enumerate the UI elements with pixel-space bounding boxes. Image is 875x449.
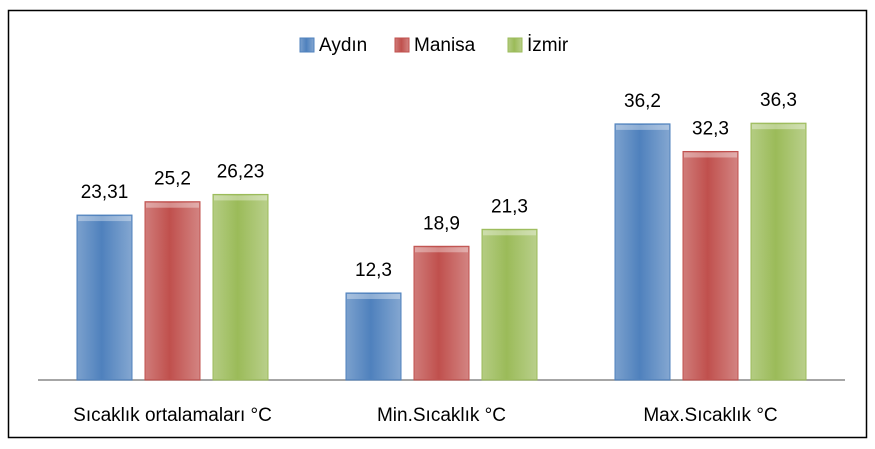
bar	[481, 228, 538, 381]
data-label: 36,3	[760, 90, 797, 111]
bar-highlight	[78, 216, 131, 222]
data-label: 25,2	[154, 169, 191, 190]
bar	[345, 292, 402, 381]
data-label: 18,9	[423, 213, 460, 234]
data-label: 36,2	[624, 91, 661, 112]
bar	[212, 193, 269, 381]
bar	[76, 214, 133, 381]
legend-swatch	[394, 37, 410, 53]
bar-highlight	[616, 124, 669, 130]
bar	[750, 122, 807, 381]
legend-label: İzmir	[527, 35, 569, 56]
bar	[144, 201, 201, 381]
x-tick-label: Min.Sıcaklık °C	[377, 405, 506, 426]
bar-highlight	[214, 195, 267, 201]
bar-highlight	[146, 202, 199, 208]
bar	[614, 123, 671, 381]
bar	[413, 245, 470, 381]
bar-highlight	[684, 152, 737, 158]
data-label: 12,3	[355, 260, 392, 281]
bar-highlight	[415, 247, 468, 253]
data-label: 32,3	[692, 118, 729, 139]
data-label: 26,23	[217, 161, 265, 182]
legend-label: Manisa	[414, 35, 476, 56]
bar-highlight	[347, 293, 400, 299]
bar	[682, 150, 739, 381]
data-label: 21,3	[491, 196, 528, 217]
legend-swatch	[507, 37, 523, 53]
legend-swatch	[299, 37, 315, 53]
bar-highlight	[752, 124, 805, 130]
legend-label: Aydın	[319, 35, 367, 56]
x-tick-label: Max.Sıcaklık °C	[643, 405, 777, 426]
x-tick-label: Sıcaklık ortalamaları °C	[73, 405, 272, 426]
bar-highlight	[483, 230, 536, 236]
data-label: 23,31	[81, 182, 129, 203]
